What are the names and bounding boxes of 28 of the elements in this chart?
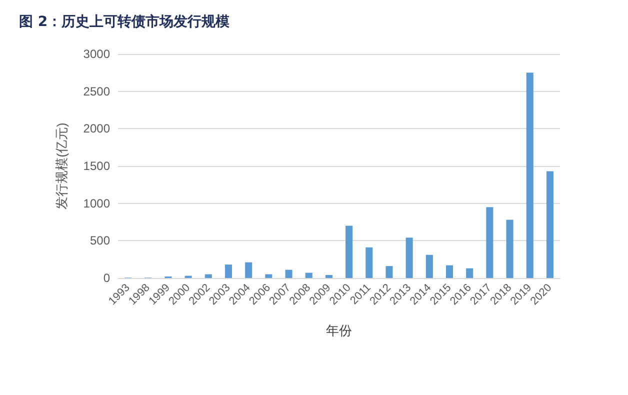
y-tick-label: 2500 <box>83 84 110 98</box>
bar <box>366 247 373 278</box>
bar <box>466 268 474 278</box>
bar <box>265 274 272 278</box>
y-tick-label: 3000 <box>83 47 110 61</box>
bar <box>486 207 494 278</box>
bar <box>346 226 353 278</box>
y-tick-label: 1500 <box>83 159 110 173</box>
bar <box>506 220 514 278</box>
y-tick-label: 0 <box>103 271 110 285</box>
bar <box>245 262 252 278</box>
chart-title: 图 2：历史上可转债市场发行规模 <box>19 13 231 30</box>
bar <box>546 171 554 278</box>
bar <box>426 254 433 278</box>
y-axis-title: 发行规模(亿元) <box>54 122 69 210</box>
y-tick-label: 1000 <box>83 196 110 210</box>
y-tick-label: 2000 <box>83 122 110 136</box>
bar <box>526 72 534 278</box>
bar <box>204 274 212 278</box>
bar <box>285 270 292 278</box>
bar <box>224 264 232 278</box>
x-axis-title: 年份 <box>326 323 352 338</box>
y-tick-label: 500 <box>90 234 110 248</box>
bar <box>305 272 312 278</box>
bar <box>325 275 332 278</box>
bar <box>406 238 413 278</box>
bar <box>446 265 454 278</box>
bar <box>386 266 393 278</box>
